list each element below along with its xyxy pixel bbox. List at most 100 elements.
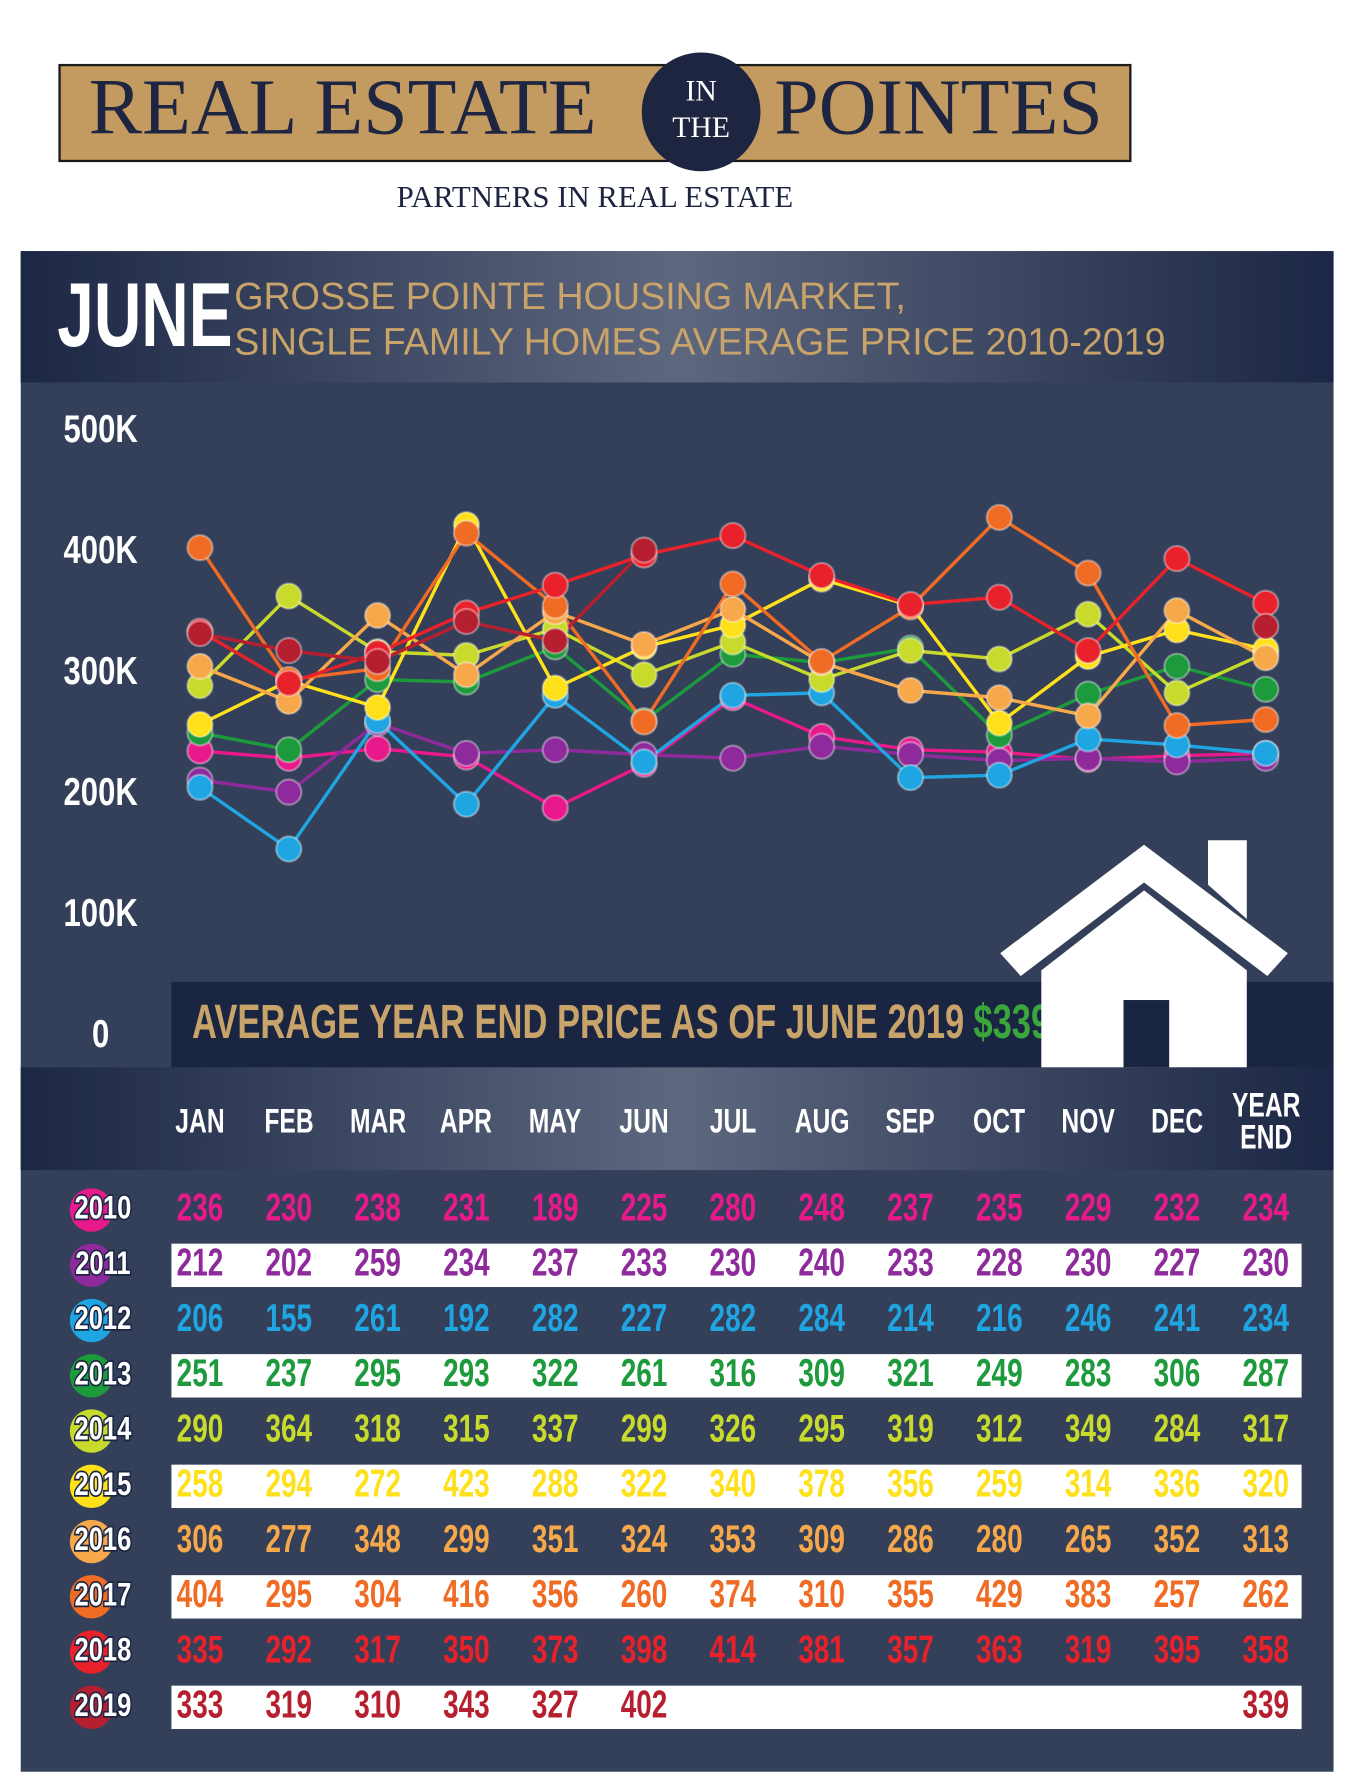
table-value: 259 xyxy=(354,1241,401,1285)
table-value: 292 xyxy=(265,1628,312,1672)
table-value: 234 xyxy=(1242,1186,1289,1230)
data-point xyxy=(896,763,925,792)
data-point xyxy=(1074,702,1102,730)
table-value: 230 xyxy=(265,1186,312,1230)
data-point xyxy=(275,669,303,697)
column-header-text: JAN xyxy=(175,1102,225,1140)
data-point xyxy=(807,561,836,590)
table-value: 237 xyxy=(265,1352,312,1396)
table-value: 319 xyxy=(1065,1628,1112,1672)
table-value: 306 xyxy=(1154,1352,1201,1396)
column-header: OCT xyxy=(973,1104,1025,1138)
plot: 0 100K 200K 300K 400K 500K xyxy=(64,408,1280,1056)
table-value: 358 xyxy=(1242,1628,1289,1672)
data-point xyxy=(541,674,569,702)
table-value: 318 xyxy=(354,1407,401,1451)
row-label: 2014 xyxy=(74,1412,131,1447)
data-point xyxy=(275,835,303,863)
table-value: 280 xyxy=(976,1517,1023,1561)
column-header: APR xyxy=(440,1104,492,1138)
table-value: 294 xyxy=(265,1462,312,1506)
table-value: 231 xyxy=(443,1186,490,1230)
table-value: 339 xyxy=(1242,1683,1289,1727)
data-point xyxy=(1074,636,1102,665)
data-point xyxy=(1074,559,1102,587)
table-value: 295 xyxy=(265,1573,312,1617)
table-value: 249 xyxy=(976,1352,1023,1396)
table-value: 306 xyxy=(177,1517,224,1561)
data-point xyxy=(363,647,392,676)
data-point xyxy=(1252,644,1280,672)
table-value: 314 xyxy=(1065,1462,1112,1506)
column-header-text: SEP xyxy=(885,1102,936,1140)
table-value: 299 xyxy=(621,1407,668,1451)
data-point xyxy=(985,503,1013,532)
table-value: 155 xyxy=(265,1296,312,1340)
data-point xyxy=(541,571,569,599)
table-value: 326 xyxy=(710,1407,757,1451)
column-header: MAY xyxy=(529,1104,582,1138)
year-badge xyxy=(69,1519,114,1564)
table-value: 321 xyxy=(887,1352,934,1396)
data-point xyxy=(186,710,214,739)
data-point xyxy=(452,739,481,768)
chart-subtitle: SINGLE FAMILY HOMES AVERAGE PRICE 2010-2… xyxy=(234,321,1165,363)
column-header: AUG xyxy=(794,1104,849,1138)
data-point xyxy=(186,619,214,648)
year-badge xyxy=(69,1685,114,1730)
data-point xyxy=(1074,725,1102,753)
row-stripe xyxy=(171,1575,1302,1619)
table-value: 282 xyxy=(710,1296,757,1340)
column-header-text: JUN xyxy=(619,1102,669,1140)
table-value: 265 xyxy=(1065,1517,1112,1561)
table-value: 261 xyxy=(354,1296,401,1340)
table-value: 313 xyxy=(1242,1517,1289,1561)
year-badge xyxy=(69,1354,114,1398)
logo-circle xyxy=(641,52,761,172)
year-badge xyxy=(69,1243,114,1288)
table-value: 350 xyxy=(443,1628,490,1672)
row-label: 2019 xyxy=(74,1688,131,1723)
data-point xyxy=(985,684,1013,712)
table-value: 238 xyxy=(354,1186,401,1230)
data-point xyxy=(452,519,481,547)
column-header: SEP xyxy=(885,1102,936,1140)
table-value: 262 xyxy=(1242,1573,1289,1617)
year-badge xyxy=(69,1630,114,1674)
table-value: 414 xyxy=(710,1628,757,1672)
table-value: 299 xyxy=(443,1517,490,1561)
y-tick-label: 400K xyxy=(64,529,139,572)
table-value: 233 xyxy=(621,1241,668,1285)
row-label: 2012 xyxy=(74,1301,131,1336)
house-icon xyxy=(1000,840,1288,1068)
row-label: 2015 xyxy=(74,1467,131,1502)
table-value: 319 xyxy=(265,1683,312,1727)
table-value: 348 xyxy=(354,1517,401,1561)
table-value: 402 xyxy=(621,1683,668,1727)
table-value: 373 xyxy=(532,1628,579,1672)
table-value: 272 xyxy=(354,1462,401,1506)
column-header: FEB xyxy=(264,1104,313,1138)
table-value: 235 xyxy=(976,1186,1023,1230)
row-stripe xyxy=(171,1243,1302,1288)
data-point xyxy=(719,681,747,710)
year-badge xyxy=(69,1188,114,1232)
table-value: 395 xyxy=(1154,1628,1201,1672)
table-value: 257 xyxy=(1154,1573,1201,1617)
table-value: 290 xyxy=(177,1407,224,1451)
table-value: 241 xyxy=(1154,1296,1201,1340)
table-value: 381 xyxy=(798,1628,845,1672)
data-point xyxy=(719,521,747,550)
data-point xyxy=(186,773,214,801)
column-header-text: JUL xyxy=(709,1102,757,1140)
table-value: 216 xyxy=(976,1296,1023,1340)
table-value: 295 xyxy=(798,1407,845,1451)
data-point xyxy=(896,740,925,769)
table-value: 324 xyxy=(621,1517,668,1561)
table-value: 351 xyxy=(532,1517,579,1561)
data-point xyxy=(985,761,1013,789)
table-value: 337 xyxy=(532,1407,579,1451)
table-value: 343 xyxy=(443,1683,490,1727)
row-stripe xyxy=(171,1464,1302,1509)
